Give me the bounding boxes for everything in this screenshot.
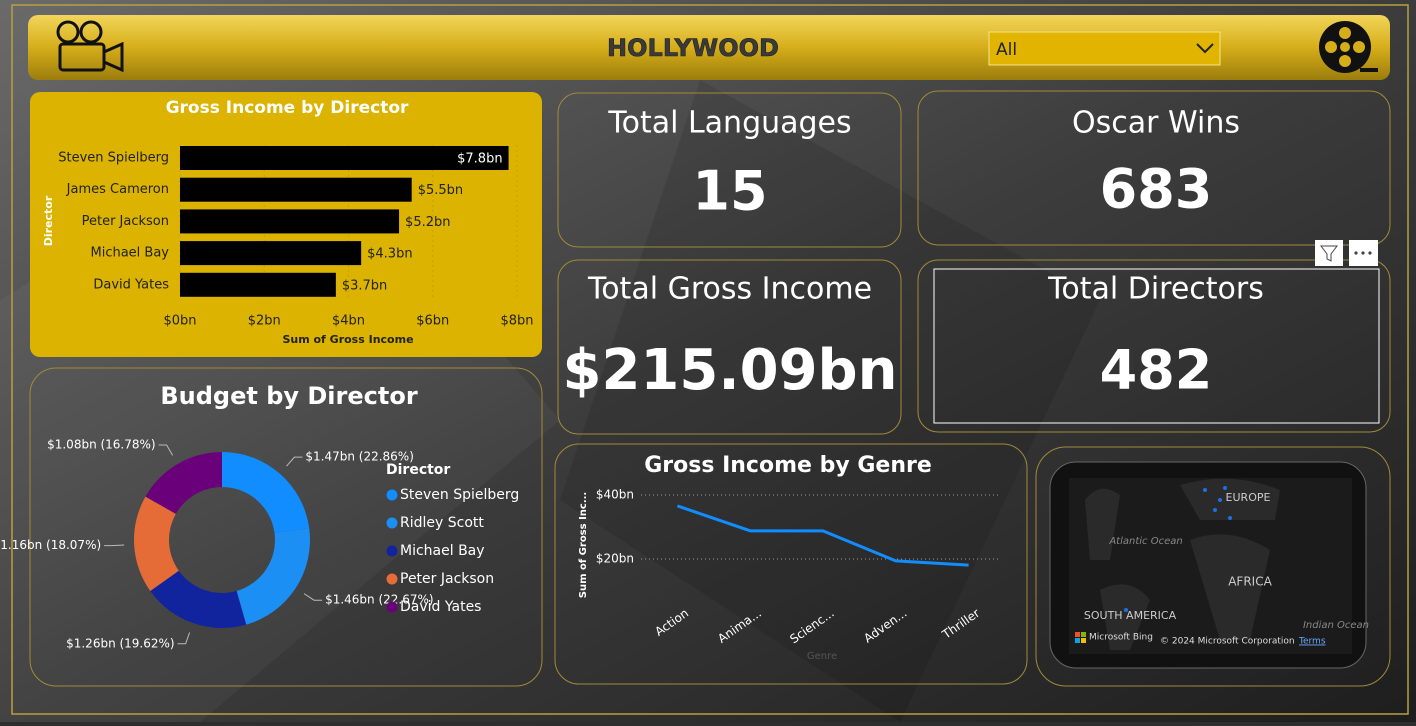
legend-item[interactable]: Ridley Scott	[400, 515, 484, 531]
data-label: $1.08bn (16.78%)	[47, 437, 156, 451]
film-reel-icon	[1319, 21, 1378, 73]
x-tick-label: $2bn	[248, 314, 281, 329]
map-label: SOUTH AMERICA	[1084, 609, 1177, 622]
y-tick-label: Michael Bay	[90, 246, 169, 261]
card-title: Total Gross Income	[587, 272, 872, 307]
bar	[180, 272, 336, 297]
card-panel	[917, 259, 1391, 433]
map-attribution: Microsoft Bing	[1089, 633, 1153, 643]
card-title: Total Languages	[607, 106, 851, 141]
x-axis-label: Genre	[807, 651, 837, 662]
x-tick-label: $0bn	[163, 314, 196, 329]
map-label: Indian Ocean	[1303, 620, 1369, 631]
legend-title: Director	[386, 462, 450, 478]
legend-swatch[interactable]	[386, 601, 398, 613]
bar	[180, 209, 400, 234]
x-tick-label: $6bn	[416, 314, 449, 329]
data-label: $5.2bn	[405, 215, 450, 230]
leader-line	[104, 544, 125, 547]
card-panel	[557, 92, 902, 248]
dropdown-arrow[interactable]	[1196, 43, 1214, 54]
y-tick-label: James Cameron	[66, 182, 169, 197]
filter-icon[interactable]	[1320, 245, 1338, 262]
leader-line	[158, 444, 174, 456]
legend-swatch[interactable]	[386, 573, 398, 585]
y-tick-label: $20bn	[596, 552, 634, 566]
card-value: 683	[1100, 158, 1213, 221]
data-label: $3.7bn	[342, 278, 387, 293]
chart-title: Budget by Director	[160, 382, 417, 410]
filter-value[interactable]: All	[996, 40, 1017, 60]
y-tick-label: Peter Jackson	[82, 214, 169, 229]
donut-slice	[134, 496, 179, 591]
card-panel	[557, 259, 902, 435]
map-copyright: © 2024 Microsoft Corporation	[1160, 637, 1295, 647]
chart-title: Gross Income by Director	[166, 98, 409, 118]
line-series	[676, 504, 969, 567]
bar	[180, 177, 412, 202]
y-tick-label: $40bn	[596, 488, 634, 502]
legend-swatch[interactable]	[386, 545, 398, 557]
card-panel	[917, 90, 1391, 246]
y-axis-label: Director	[42, 195, 55, 246]
x-tick-label: $8bn	[500, 314, 533, 329]
filter-button[interactable]	[1315, 240, 1343, 266]
outer-border	[11, 4, 1409, 715]
filter-dropdown[interactable]	[988, 31, 1221, 66]
header-title: HOLLYWOOD	[607, 34, 779, 62]
data-label: $5.5bn	[418, 183, 463, 198]
card-title: Oscar Wins	[1072, 106, 1240, 141]
camera-icon	[56, 20, 124, 73]
data-label: $1.46bn (22.67%)	[325, 593, 434, 607]
y-tick-label: David Yates	[93, 277, 169, 292]
x-tick-label: $4bn	[332, 314, 365, 329]
legend-item[interactable]: David Yates	[400, 599, 481, 615]
card-title: Total Directors	[1047, 272, 1264, 307]
map-land	[1085, 478, 1280, 650]
donut-panel	[29, 367, 543, 687]
data-label: $7.8bn	[457, 152, 502, 167]
card-value: 482	[1100, 339, 1213, 402]
donut-slice	[150, 570, 247, 628]
map-points	[1124, 486, 1232, 612]
data-label: $4.3bn	[367, 247, 412, 262]
map-label: EUROPE	[1226, 491, 1271, 504]
legend-item[interactable]: Steven Spielberg	[400, 487, 519, 503]
line-panel	[554, 443, 1028, 685]
data-label: $1.16bn (18.07%)	[0, 538, 101, 552]
bg-shape	[560, 80, 1100, 722]
card-focus[interactable]	[933, 268, 1380, 424]
more-icon[interactable]	[1354, 251, 1372, 255]
bar	[180, 241, 362, 266]
y-axis-label: Sum of Gross Inc...	[578, 492, 589, 598]
bar	[180, 146, 509, 170]
chart-title: Gross Income by Genre	[644, 453, 932, 478]
card-value: $215.09bn	[562, 338, 897, 403]
x-axis-label: Sum of Gross Income	[282, 333, 413, 346]
data-label: $1.47bn (22.86%)	[305, 450, 414, 464]
leader-line	[177, 632, 191, 645]
data-label: $1.26bn (19.62%)	[66, 636, 175, 650]
legend-swatch[interactable]	[386, 517, 398, 529]
map-panel	[1035, 446, 1391, 687]
map-label: AFRICA	[1228, 575, 1272, 589]
map-terms: Terms	[1298, 637, 1326, 647]
legend-item[interactable]: Michael Bay	[400, 543, 485, 559]
legend-item[interactable]: Peter Jackson	[400, 571, 494, 587]
donut-slice	[222, 452, 310, 533]
map-label: Atlantic Ocean	[1108, 536, 1182, 547]
map-logo	[1075, 632, 1086, 643]
card-value: 15	[692, 160, 767, 223]
legend-swatch[interactable]	[386, 489, 398, 501]
leader-line	[303, 593, 323, 601]
y-tick-label: Steven Spielberg	[58, 151, 169, 166]
donut-slice	[145, 452, 222, 514]
donut-slice	[236, 528, 310, 625]
leader-line	[286, 456, 303, 467]
